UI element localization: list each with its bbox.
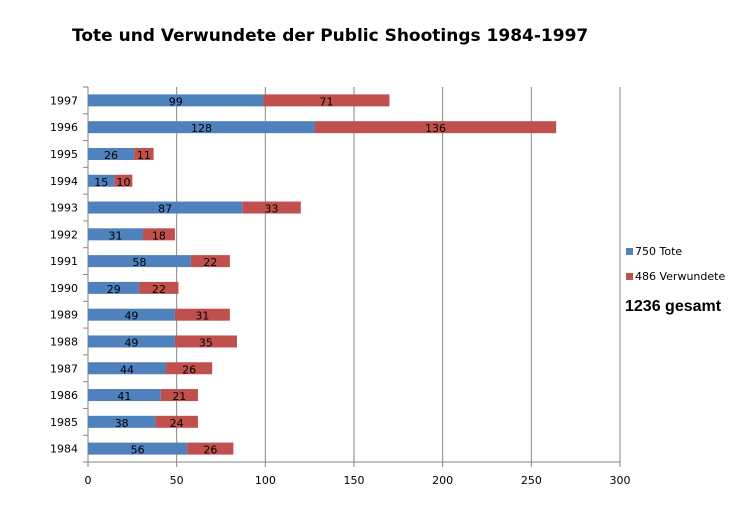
y-tick-label: 1984 [50,443,78,456]
legend-swatch [626,273,633,280]
y-tick-label: 1992 [50,228,78,241]
y-tick-label: 1989 [50,309,78,322]
x-tick-label: 300 [610,474,631,487]
data-label: 58 [132,256,146,269]
data-label: 99 [169,95,183,108]
bar-tote [88,362,167,375]
data-label: 128 [191,122,212,135]
legend-item-verwundete: 486 Verwundete [626,270,725,283]
bar-verwundete [263,94,390,107]
y-tick-label: 1991 [50,255,78,268]
bar-verwundete [187,442,234,455]
data-label: 22 [203,256,217,269]
legend-item-tote: 750 Tote [626,245,682,258]
x-tick-label: 50 [170,474,184,487]
y-tick-label: 1987 [50,362,78,375]
x-tick-label: 250 [521,474,542,487]
legend-swatch [626,248,633,255]
y-tick-label: 1986 [50,389,78,402]
data-label: 44 [120,363,134,376]
bar-tote [88,281,140,294]
y-tick-label: 1988 [50,335,78,348]
data-label: 10 [116,176,130,189]
bar-verwundete [314,121,557,134]
x-tick-label: 0 [85,474,92,487]
bar-verwundete [174,335,237,348]
data-label: 38 [115,417,129,430]
bar-verwundete [242,201,301,214]
data-label: 11 [137,149,151,162]
x-tick-label: 100 [255,474,276,487]
data-label: 22 [152,283,166,296]
total-annotation: 1236 gesamt [625,298,722,315]
bar-tote [88,228,143,241]
data-label: 87 [158,203,172,216]
data-label: 15 [94,176,108,189]
data-label: 24 [170,417,184,430]
data-label: 26 [182,363,196,376]
bar-tote [88,121,315,134]
bar-verwundete [160,389,198,402]
y-tick-label: 1993 [50,202,78,215]
data-label: 26 [104,149,118,162]
bar-verwundete [114,174,133,187]
bar-verwundete [155,415,198,428]
data-label: 31 [195,310,209,323]
bar-tote [88,255,191,268]
bar-verwundete [142,228,175,241]
y-tick-label: 1990 [50,282,78,295]
bar-verwundete [139,281,179,294]
bar-tote [88,442,188,455]
bar-tote [88,147,135,160]
data-label: 33 [265,203,279,216]
legend-label: 486 Verwundete [635,270,726,283]
bar-tote [88,335,175,348]
y-tick-label: 1985 [50,416,78,429]
y-tick-label: 1995 [50,148,78,161]
bar-verwundete [166,362,213,375]
legend-label: 750 Tote [635,245,683,258]
bar-tote [88,308,175,321]
data-label: 18 [152,229,166,242]
bar-tote [88,415,156,428]
data-label: 35 [199,336,213,349]
data-label: 41 [117,390,131,403]
y-tick-label: 1996 [50,121,78,134]
bar-tote [88,94,264,107]
bar-tote [88,201,243,214]
y-tick-label: 1994 [50,175,78,188]
data-label: 21 [172,390,186,403]
bar-verwundete [190,255,230,268]
bar-verwundete [174,308,230,321]
data-label: 31 [108,229,122,242]
x-tick-label: 200 [432,474,453,487]
data-label: 49 [124,336,138,349]
data-label: 49 [124,310,138,323]
data-label: 136 [425,122,446,135]
chart-title: Tote und Verwundete der Public Shootings… [72,26,589,46]
data-label: 29 [107,283,121,296]
bar-tote [88,174,115,187]
data-label: 26 [203,444,217,457]
bar-verwundete [134,147,154,160]
x-tick-label: 150 [344,474,365,487]
bar-tote [88,389,161,402]
y-tick-label: 1997 [50,94,78,107]
data-label: 71 [320,95,334,108]
data-label: 56 [131,444,145,457]
